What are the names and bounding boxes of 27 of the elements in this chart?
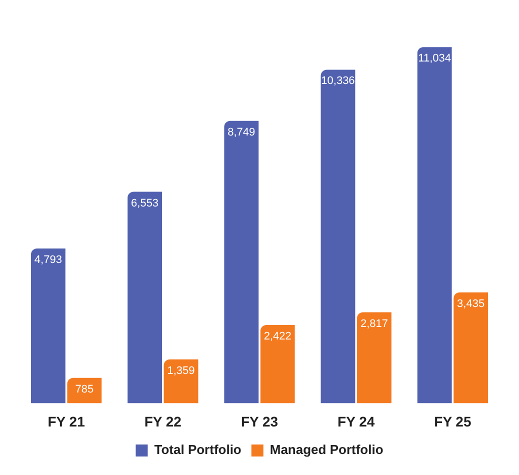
x-tick-label: FY 24: [338, 413, 375, 430]
data-label: 3,435: [457, 298, 485, 310]
data-label: 10,336: [321, 75, 355, 88]
bar: [30, 248, 66, 404]
bar: [357, 312, 392, 404]
bar: [224, 120, 259, 404]
bar: [67, 378, 102, 404]
legend-label: Managed Portfolio: [270, 442, 384, 458]
data-label: 1,359: [167, 364, 195, 377]
bar: [454, 292, 488, 404]
bar: [320, 70, 356, 404]
x-tick-label: FY 25: [434, 413, 472, 430]
legend-label: Total Portfolio: [154, 442, 242, 458]
bar: [164, 359, 198, 404]
data-label: 785: [75, 383, 94, 396]
bar: [260, 325, 295, 404]
bar: [128, 192, 162, 404]
bar: [417, 47, 452, 404]
data-label: 6,553: [131, 197, 159, 210]
data-label: 8,749: [228, 126, 256, 138]
data-label: 2,817: [360, 318, 388, 330]
x-tick-label: FY 22: [144, 413, 182, 430]
data-label: 4,793: [34, 254, 62, 266]
x-tick-label: FY 21: [48, 413, 86, 430]
data-label: 11,034: [418, 52, 451, 65]
data-label: 2,422: [264, 330, 292, 343]
x-tick-label: FY 23: [240, 413, 278, 430]
